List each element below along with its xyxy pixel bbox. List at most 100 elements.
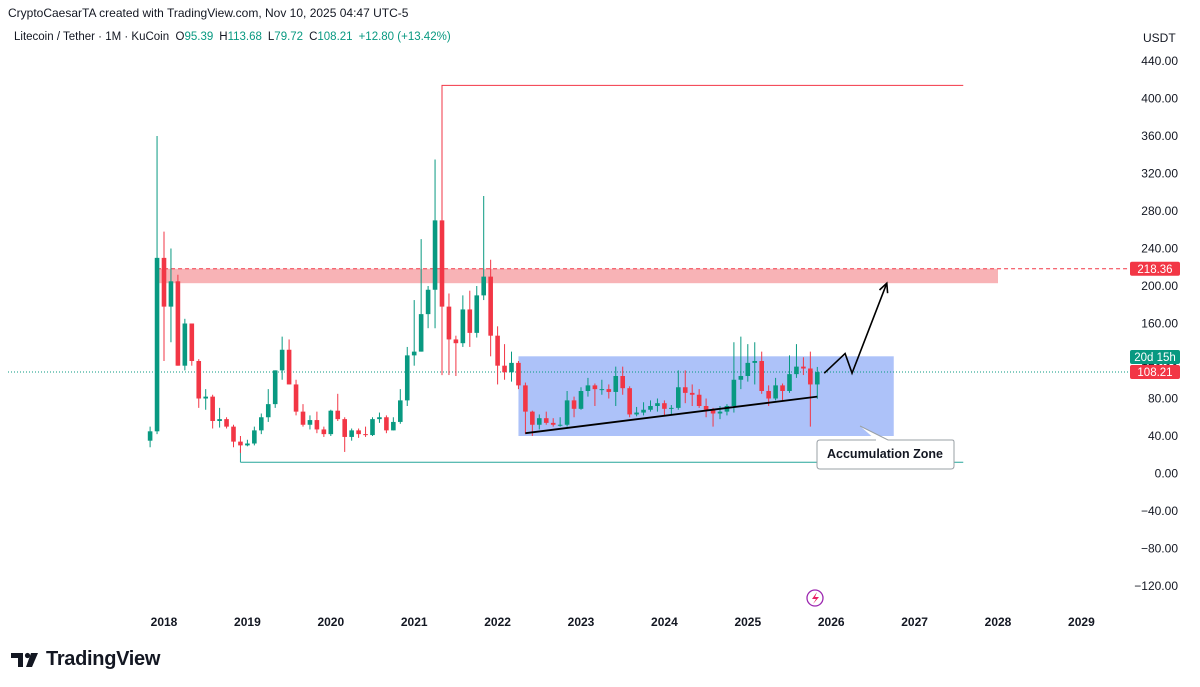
candle-body	[398, 400, 403, 422]
candle-body	[537, 418, 542, 425]
candle-body	[161, 257, 167, 307]
symbol-name: Litecoin / Tether · 1M · KuCoin	[14, 31, 170, 43]
high-value: 113.68	[227, 31, 262, 43]
price-tick-label: 40.00	[1148, 429, 1178, 443]
last-price-badge: 108.21	[1137, 367, 1172, 379]
candle-body	[676, 387, 681, 408]
time-tick-label: 2029	[1068, 615, 1095, 629]
callout-box	[816, 425, 955, 470]
candle-body	[606, 389, 612, 392]
price-tick-label: −80.00	[1141, 542, 1178, 556]
candle-body	[627, 388, 632, 415]
time-tick-label: 2019	[234, 615, 261, 629]
candle-body	[773, 385, 778, 399]
candle-body	[509, 362, 514, 373]
price-axis-currency: USDT	[1143, 31, 1176, 45]
candle-body	[808, 368, 813, 385]
tradingview-logo[interactable]: TradingView	[10, 648, 160, 671]
candle-body	[328, 410, 334, 435]
annotation-layer	[525, 281, 889, 435]
last-price-badge-bg	[1130, 365, 1180, 380]
candle-body	[523, 385, 528, 412]
candle-body	[259, 417, 264, 431]
price-tick-label: 240.00	[1141, 242, 1178, 256]
price-tick-label: −40.00	[1141, 504, 1178, 518]
candle-body	[738, 376, 744, 380]
time-tick-label: 2021	[401, 615, 428, 629]
candle-body	[210, 396, 215, 421]
open-value: 95.39	[184, 31, 214, 43]
candle-body	[196, 361, 202, 399]
high-label: H	[219, 31, 228, 43]
candle-body	[391, 421, 396, 431]
candle-body	[641, 409, 646, 413]
candle-body	[696, 394, 702, 406]
candle-body	[703, 406, 709, 410]
close-label: C	[309, 31, 318, 43]
candle-body	[175, 281, 181, 366]
candle-body	[662, 403, 667, 409]
candle-body	[467, 309, 473, 333]
candle-body	[495, 335, 500, 366]
candle-body	[481, 276, 486, 296]
candle-body	[182, 323, 188, 366]
countdown-badge: 20d 15h	[1134, 352, 1176, 364]
price-tick-label: 200.00	[1141, 279, 1178, 293]
candle-body	[620, 376, 625, 389]
candle-body	[578, 391, 584, 409]
candle-body	[488, 276, 493, 336]
candle-body	[286, 349, 292, 385]
candle-body	[557, 424, 563, 426]
candle-body	[411, 351, 417, 356]
candle-body	[731, 379, 737, 406]
projection-arrow-head	[878, 281, 889, 294]
candle-body	[787, 374, 792, 391]
time-tick-label: 2028	[985, 615, 1012, 629]
candle-body	[453, 339, 459, 344]
resistance-badge: 218.36	[1137, 264, 1172, 276]
candle-body	[314, 420, 320, 430]
price-tick-label: 360.00	[1141, 129, 1178, 143]
candle-body	[377, 417, 382, 420]
callout-layer: Accumulation Zone	[816, 425, 955, 470]
candle-body	[335, 410, 341, 420]
candle-body	[745, 362, 751, 376]
accumulation-zone-label: Accumulation Zone	[827, 447, 943, 461]
price-tick-label: 80.00	[1148, 392, 1178, 406]
time-tick-label: 2018	[151, 615, 178, 629]
accumulation-zone	[518, 356, 894, 436]
resistance-band	[157, 268, 999, 284]
candle-body	[599, 389, 605, 391]
candle-body	[147, 431, 153, 441]
candle-body	[815, 372, 820, 385]
candle-body	[439, 220, 445, 307]
candle-body	[300, 411, 306, 425]
candle-body	[293, 384, 299, 412]
axis-layer: USDT 440.00 400.00 360.00 320.00 280.00 240.0…	[151, 31, 1179, 629]
candle-body	[474, 295, 480, 333]
time-tick-label: 2020	[317, 615, 344, 629]
close-value: 108.21	[317, 31, 353, 43]
candle-body	[564, 400, 570, 425]
candle-body	[710, 409, 716, 414]
candle-body	[648, 406, 653, 410]
lightning-icon[interactable]	[806, 589, 824, 607]
candle-body	[356, 430, 361, 435]
candle-body	[231, 426, 236, 442]
candle-body	[279, 349, 285, 371]
price-tick-label: 440.00	[1141, 54, 1178, 68]
candle-body	[752, 361, 758, 363]
candle-body	[370, 419, 375, 436]
candle-body	[404, 355, 410, 401]
candle-body	[717, 411, 723, 414]
price-tick-label: 400.00	[1141, 92, 1178, 106]
price-tick-label: 160.00	[1141, 317, 1178, 331]
candle-body	[418, 314, 424, 352]
candle-body	[432, 220, 438, 290]
candle-body	[307, 420, 313, 425]
candle-body	[154, 257, 160, 432]
candle-body	[613, 376, 619, 392]
candle-body	[265, 404, 271, 418]
time-tick-label: 2023	[568, 615, 595, 629]
